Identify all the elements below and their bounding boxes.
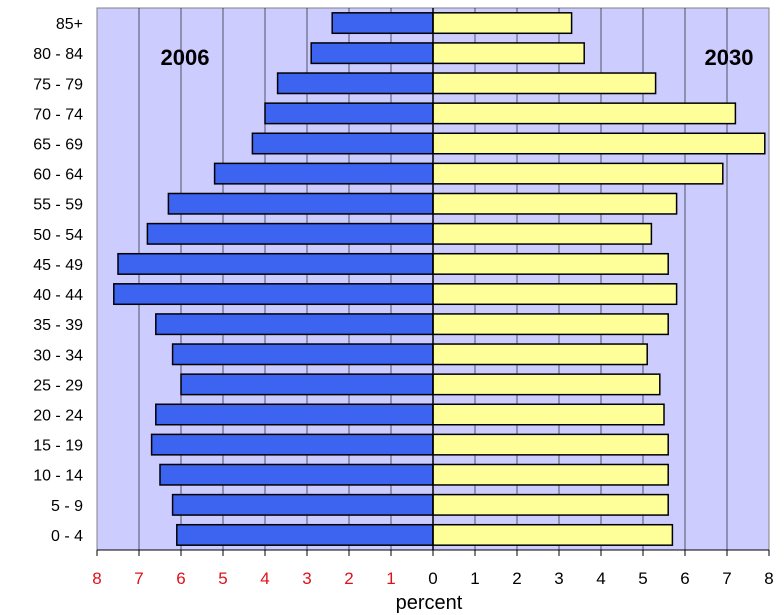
x-tick-label: 5 <box>218 569 227 588</box>
category-label: 85+ <box>56 16 83 33</box>
bar-2030-7579 <box>432 72 657 95</box>
category-label: 50 - 54 <box>33 227 83 244</box>
bar-2030-4549 <box>432 252 669 275</box>
bar-2030-04 <box>432 523 674 546</box>
category-label: 20 - 24 <box>33 408 83 425</box>
x-tick-label: 8 <box>764 569 773 588</box>
bar-2006-1014 <box>159 463 434 486</box>
category-label: 80 - 84 <box>33 46 83 63</box>
x-tick-labels: 8 7 6 5 4 3 2 1 0 1 2 3 4 5 6 7 8 <box>92 550 774 588</box>
bar-2030-7074 <box>432 102 737 125</box>
bars-group <box>97 8 769 551</box>
category-label: 55 - 59 <box>33 197 83 214</box>
x-tick-label: 3 <box>554 569 563 588</box>
bar-2030-8084 <box>432 42 585 65</box>
bar-2006-2529 <box>180 373 434 396</box>
category-label: 5 - 9 <box>51 498 83 515</box>
category-label: 35 - 39 <box>33 317 83 334</box>
category-label: 70 - 74 <box>33 106 83 123</box>
x-tick-label: 5 <box>638 569 647 588</box>
series-label-2006: 2006 <box>161 45 210 70</box>
bar-2030-6569 <box>432 132 766 155</box>
bar-2030-4044 <box>432 283 678 306</box>
bar-2006-7579 <box>276 72 434 95</box>
bar-2030-6064 <box>432 162 724 185</box>
bar-2030-3539 <box>432 313 669 336</box>
bar-2030-59 <box>432 493 669 516</box>
series-label-2030: 2030 <box>705 45 754 70</box>
bar-2006-3034 <box>171 343 434 366</box>
category-label: 45 - 49 <box>33 257 83 274</box>
x-tick-label: 6 <box>176 569 185 588</box>
bar-2006-85+ <box>331 12 434 35</box>
bar-2006-2024 <box>155 403 434 426</box>
bar-2030-5559 <box>432 192 678 215</box>
category-label: 10 - 14 <box>33 468 83 485</box>
x-tick-label: 4 <box>596 569 605 588</box>
x-tick-label: 3 <box>302 569 311 588</box>
bar-2006-6569 <box>251 132 434 155</box>
bar-2006-5559 <box>167 192 434 215</box>
bar-2030-2024 <box>432 403 665 426</box>
bar-2006-1519 <box>150 433 434 456</box>
x-tick-label: 6 <box>680 569 689 588</box>
bar-2030-2529 <box>432 373 661 396</box>
x-axis-label: percent <box>396 592 463 614</box>
bar-2006-4549 <box>117 252 434 275</box>
category-label: 25 - 29 <box>33 377 83 394</box>
bar-2006-59 <box>171 493 434 516</box>
bar-2030-1519 <box>432 433 669 456</box>
x-tick-label: 1 <box>470 569 479 588</box>
x-tick-label: 2 <box>344 569 353 588</box>
category-label: 60 - 64 <box>33 167 83 184</box>
category-label: 15 - 19 <box>33 438 83 455</box>
bar-2030-5054 <box>432 222 653 245</box>
x-tick-label: 0 <box>428 569 437 588</box>
category-label: 40 - 44 <box>33 287 83 304</box>
x-tick-label: 8 <box>92 569 101 588</box>
bar-2006-5054 <box>146 222 434 245</box>
bar-2006-04 <box>176 523 434 546</box>
bar-2006-8084 <box>310 42 434 65</box>
x-tick-label: 7 <box>722 569 731 588</box>
category-label: 65 - 69 <box>33 137 83 154</box>
category-labels: 85+ 80 - 84 75 - 79 70 - 74 65 - 69 60 - 64 55… <box>33 16 83 545</box>
bar-2030-3034 <box>432 343 648 366</box>
bar-2006-3539 <box>155 313 434 336</box>
x-tick-label: 2 <box>512 569 521 588</box>
x-tick-label: 7 <box>134 569 143 588</box>
bar-2006-6064 <box>213 162 434 185</box>
bar-2030-1014 <box>432 463 669 486</box>
category-label: 75 - 79 <box>33 76 83 93</box>
category-label: 30 - 34 <box>33 347 83 364</box>
gridlines <box>138 8 728 550</box>
category-label: 0 - 4 <box>51 528 83 545</box>
x-tick-label: 1 <box>386 569 395 588</box>
bar-2030-85+ <box>432 12 573 35</box>
x-tick-label: 4 <box>260 569 269 588</box>
bar-2006-7074 <box>264 102 434 125</box>
bar-2006-4044 <box>113 283 434 306</box>
